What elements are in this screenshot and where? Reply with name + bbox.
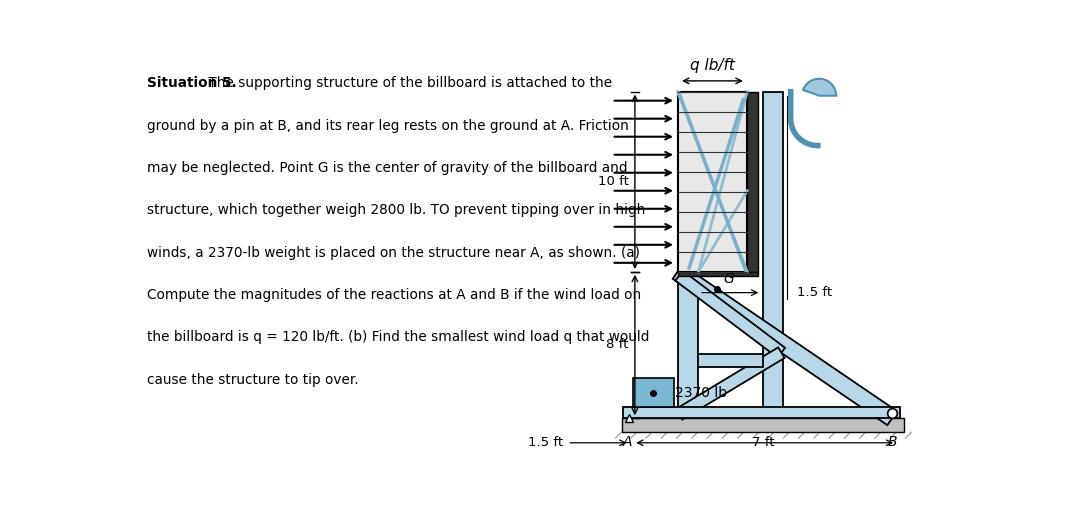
Text: A: A bbox=[622, 435, 632, 449]
Wedge shape bbox=[804, 79, 836, 96]
Bar bbox=[633, 378, 674, 407]
Polygon shape bbox=[673, 265, 897, 425]
Text: cause the structure to tip over.: cause the structure to tip over. bbox=[147, 373, 359, 387]
Bar bbox=[747, 92, 758, 272]
Polygon shape bbox=[676, 347, 784, 420]
Text: 1.5 ft: 1.5 ft bbox=[528, 436, 564, 449]
Bar bbox=[677, 92, 698, 418]
Text: B: B bbox=[888, 435, 896, 449]
Text: The supporting structure of the billboard is attached to the: The supporting structure of the billboar… bbox=[204, 76, 612, 90]
Text: ground by a pin at B, and its rear leg rests on the ground at A. Friction: ground by a pin at B, and its rear leg r… bbox=[147, 119, 629, 133]
Bar bbox=[623, 407, 900, 418]
Text: Situation 5.: Situation 5. bbox=[147, 76, 237, 90]
Polygon shape bbox=[675, 271, 785, 358]
Text: 8 ft: 8 ft bbox=[606, 339, 629, 352]
Text: 7 ft: 7 ft bbox=[752, 436, 774, 449]
Bar bbox=[698, 354, 762, 367]
Text: the billboard is q = 120 lb/ft. (b) Find the smallest wind load q that would: the billboard is q = 120 lb/ft. (b) Find… bbox=[147, 330, 649, 344]
Bar bbox=[677, 272, 758, 277]
Text: winds, a 2370-lb weight is placed on the structure near A, as shown. (a): winds, a 2370-lb weight is placed on the… bbox=[147, 245, 639, 259]
Text: Compute the magnitudes of the reactions at A and B if the wind load on: Compute the magnitudes of the reactions … bbox=[147, 288, 640, 302]
Text: structure, which together weigh 2800 lb. TO prevent tipping over in high: structure, which together weigh 2800 lb.… bbox=[147, 203, 645, 217]
Text: G: G bbox=[724, 271, 734, 285]
Text: q lb/ft: q lb/ft bbox=[690, 58, 734, 73]
Bar bbox=[762, 92, 783, 418]
Text: may be neglected. Point G is the center of gravity of the billboard and: may be neglected. Point G is the center … bbox=[147, 161, 627, 175]
Bar bbox=[622, 418, 904, 432]
Bar bbox=[677, 92, 747, 272]
Bar bbox=[677, 92, 747, 272]
Text: 10 ft: 10 ft bbox=[598, 175, 629, 188]
Text: 1.5 ft: 1.5 ft bbox=[797, 286, 832, 299]
Text: 2370 lb: 2370 lb bbox=[675, 386, 727, 400]
